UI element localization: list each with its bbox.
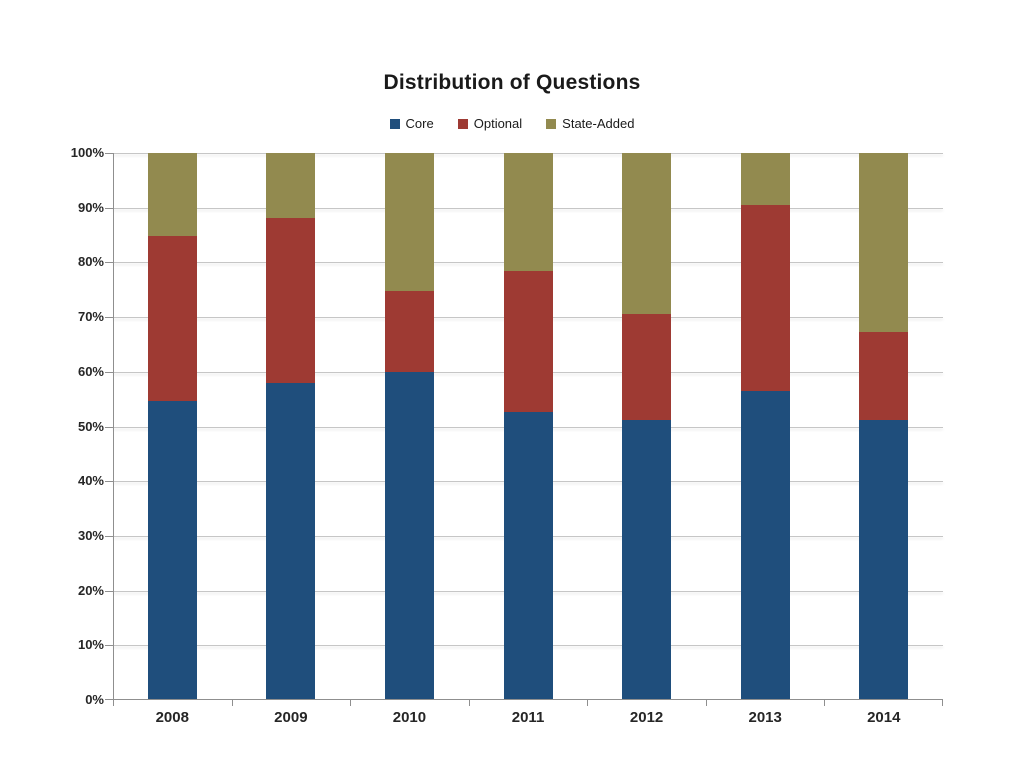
legend-label-state-added: State-Added: [562, 116, 635, 131]
y-tick-20: [105, 590, 113, 592]
bar-2009: [266, 153, 316, 700]
y-axis-label-50: 50%: [77, 418, 104, 434]
bar-2012-state-added-segment: [622, 153, 672, 315]
bar-2008: [147, 153, 197, 700]
y-axis-line: [113, 153, 114, 700]
x-axis-label-2008: 2008: [155, 709, 189, 726]
y-tick-30: [105, 535, 113, 537]
bar-2011-core-segment: [503, 411, 553, 700]
y-axis-label-70: 70%: [77, 309, 104, 325]
y-tick-90: [105, 207, 113, 209]
y-axis-label-80: 80%: [77, 254, 104, 270]
bar-2010-state-added-segment: [384, 153, 434, 291]
legend-swatch-state-added-icon: [546, 118, 557, 129]
x-tick-boundary-7: [942, 700, 943, 706]
x-tick-boundary-1: [232, 700, 233, 706]
x-tick-boundary-6: [824, 700, 825, 706]
x-axis-labels: 2008 2009 2010 2011 2012 2013 2014: [113, 709, 943, 733]
bar-2011-state-added-segment: [503, 153, 553, 271]
y-axis-label-100: 100%: [70, 145, 104, 160]
legend-label-optional: Optional: [473, 116, 523, 131]
bar-2008-core-segment: [147, 401, 197, 700]
legend-item-core: Core: [389, 116, 434, 131]
bar-2008-optional-segment: [147, 236, 197, 402]
x-axis-label-2010: 2010: [392, 709, 427, 726]
x-axis-label-2011: 2011: [511, 709, 545, 726]
y-tick-100: [105, 153, 113, 154]
chart-legend: Core Optional State-Added: [0, 116, 1024, 131]
bar-2012: [622, 153, 672, 700]
legend-swatch-core-icon: [389, 118, 400, 129]
legend-item-state-added: State-Added: [546, 116, 634, 131]
bar-2008-state-added-segment: [147, 153, 197, 237]
x-tick-boundary-3: [469, 700, 470, 706]
y-axis-labels: 0% 10% 20% 30% 40% 50% 60% 70% 80% 90% 100%: [0, 145, 104, 707]
x-tick-boundary-0: [113, 700, 114, 706]
bar-2009-optional-segment: [266, 217, 316, 384]
chart-title: Distribution of Questions: [383, 71, 641, 94]
y-axis-label-90: 90%: [77, 199, 104, 215]
x-axis-label-2014: 2014: [867, 709, 901, 726]
bar-2013-core-segment: [740, 390, 790, 700]
bar-2014-core-segment: [859, 419, 909, 700]
bar-2011-optional-segment: [503, 270, 553, 412]
bar-2010-core-segment: [384, 372, 434, 700]
bar-2013-state-added-segment: [740, 153, 790, 205]
y-tick-80: [105, 262, 113, 264]
y-axis-label-20: 20%: [77, 582, 104, 598]
bar-2012-optional-segment: [622, 314, 672, 420]
y-tick-60: [105, 371, 113, 373]
y-axis-label-30: 30%: [77, 527, 104, 543]
bar-2013: [740, 153, 790, 700]
bar-2009-core-segment: [266, 383, 316, 700]
y-axis-label-0: 0%: [85, 692, 104, 707]
bar-2010: [384, 153, 434, 700]
bar-2011: [503, 153, 553, 700]
bar-2014: [859, 153, 909, 700]
x-axis-line: [113, 699, 943, 700]
x-axis-label-2009: 2009: [274, 709, 308, 726]
y-tick-0: [105, 699, 113, 700]
x-axis-label-2013: 2013: [748, 709, 782, 726]
bar-2009-state-added-segment: [266, 153, 316, 218]
bar-2014-state-added-segment: [859, 153, 909, 332]
x-tick-boundary-4: [587, 700, 588, 706]
y-axis-label-60: 60%: [77, 363, 104, 379]
bar-2012-core-segment: [622, 419, 672, 700]
bar-2013-optional-segment: [740, 204, 790, 391]
legend-label-core: Core: [405, 116, 434, 131]
x-tick-boundary-2: [350, 700, 351, 706]
y-axis-label-10: 10%: [77, 637, 104, 653]
legend-swatch-optional-icon: [457, 118, 468, 129]
x-tick-boundary-5: [706, 700, 707, 706]
legend-item-optional: Optional: [457, 116, 523, 131]
bar-2010-optional-segment: [384, 290, 434, 373]
y-tick-10: [105, 645, 113, 647]
y-tick-40: [105, 481, 113, 483]
y-tick-50: [105, 426, 113, 428]
plot-area: [105, 153, 943, 706]
x-axis-label-2012: 2012: [629, 709, 664, 726]
bar-2014-optional-segment: [859, 331, 909, 420]
y-tick-70: [105, 317, 113, 319]
y-axis-label-40: 40%: [77, 473, 104, 489]
